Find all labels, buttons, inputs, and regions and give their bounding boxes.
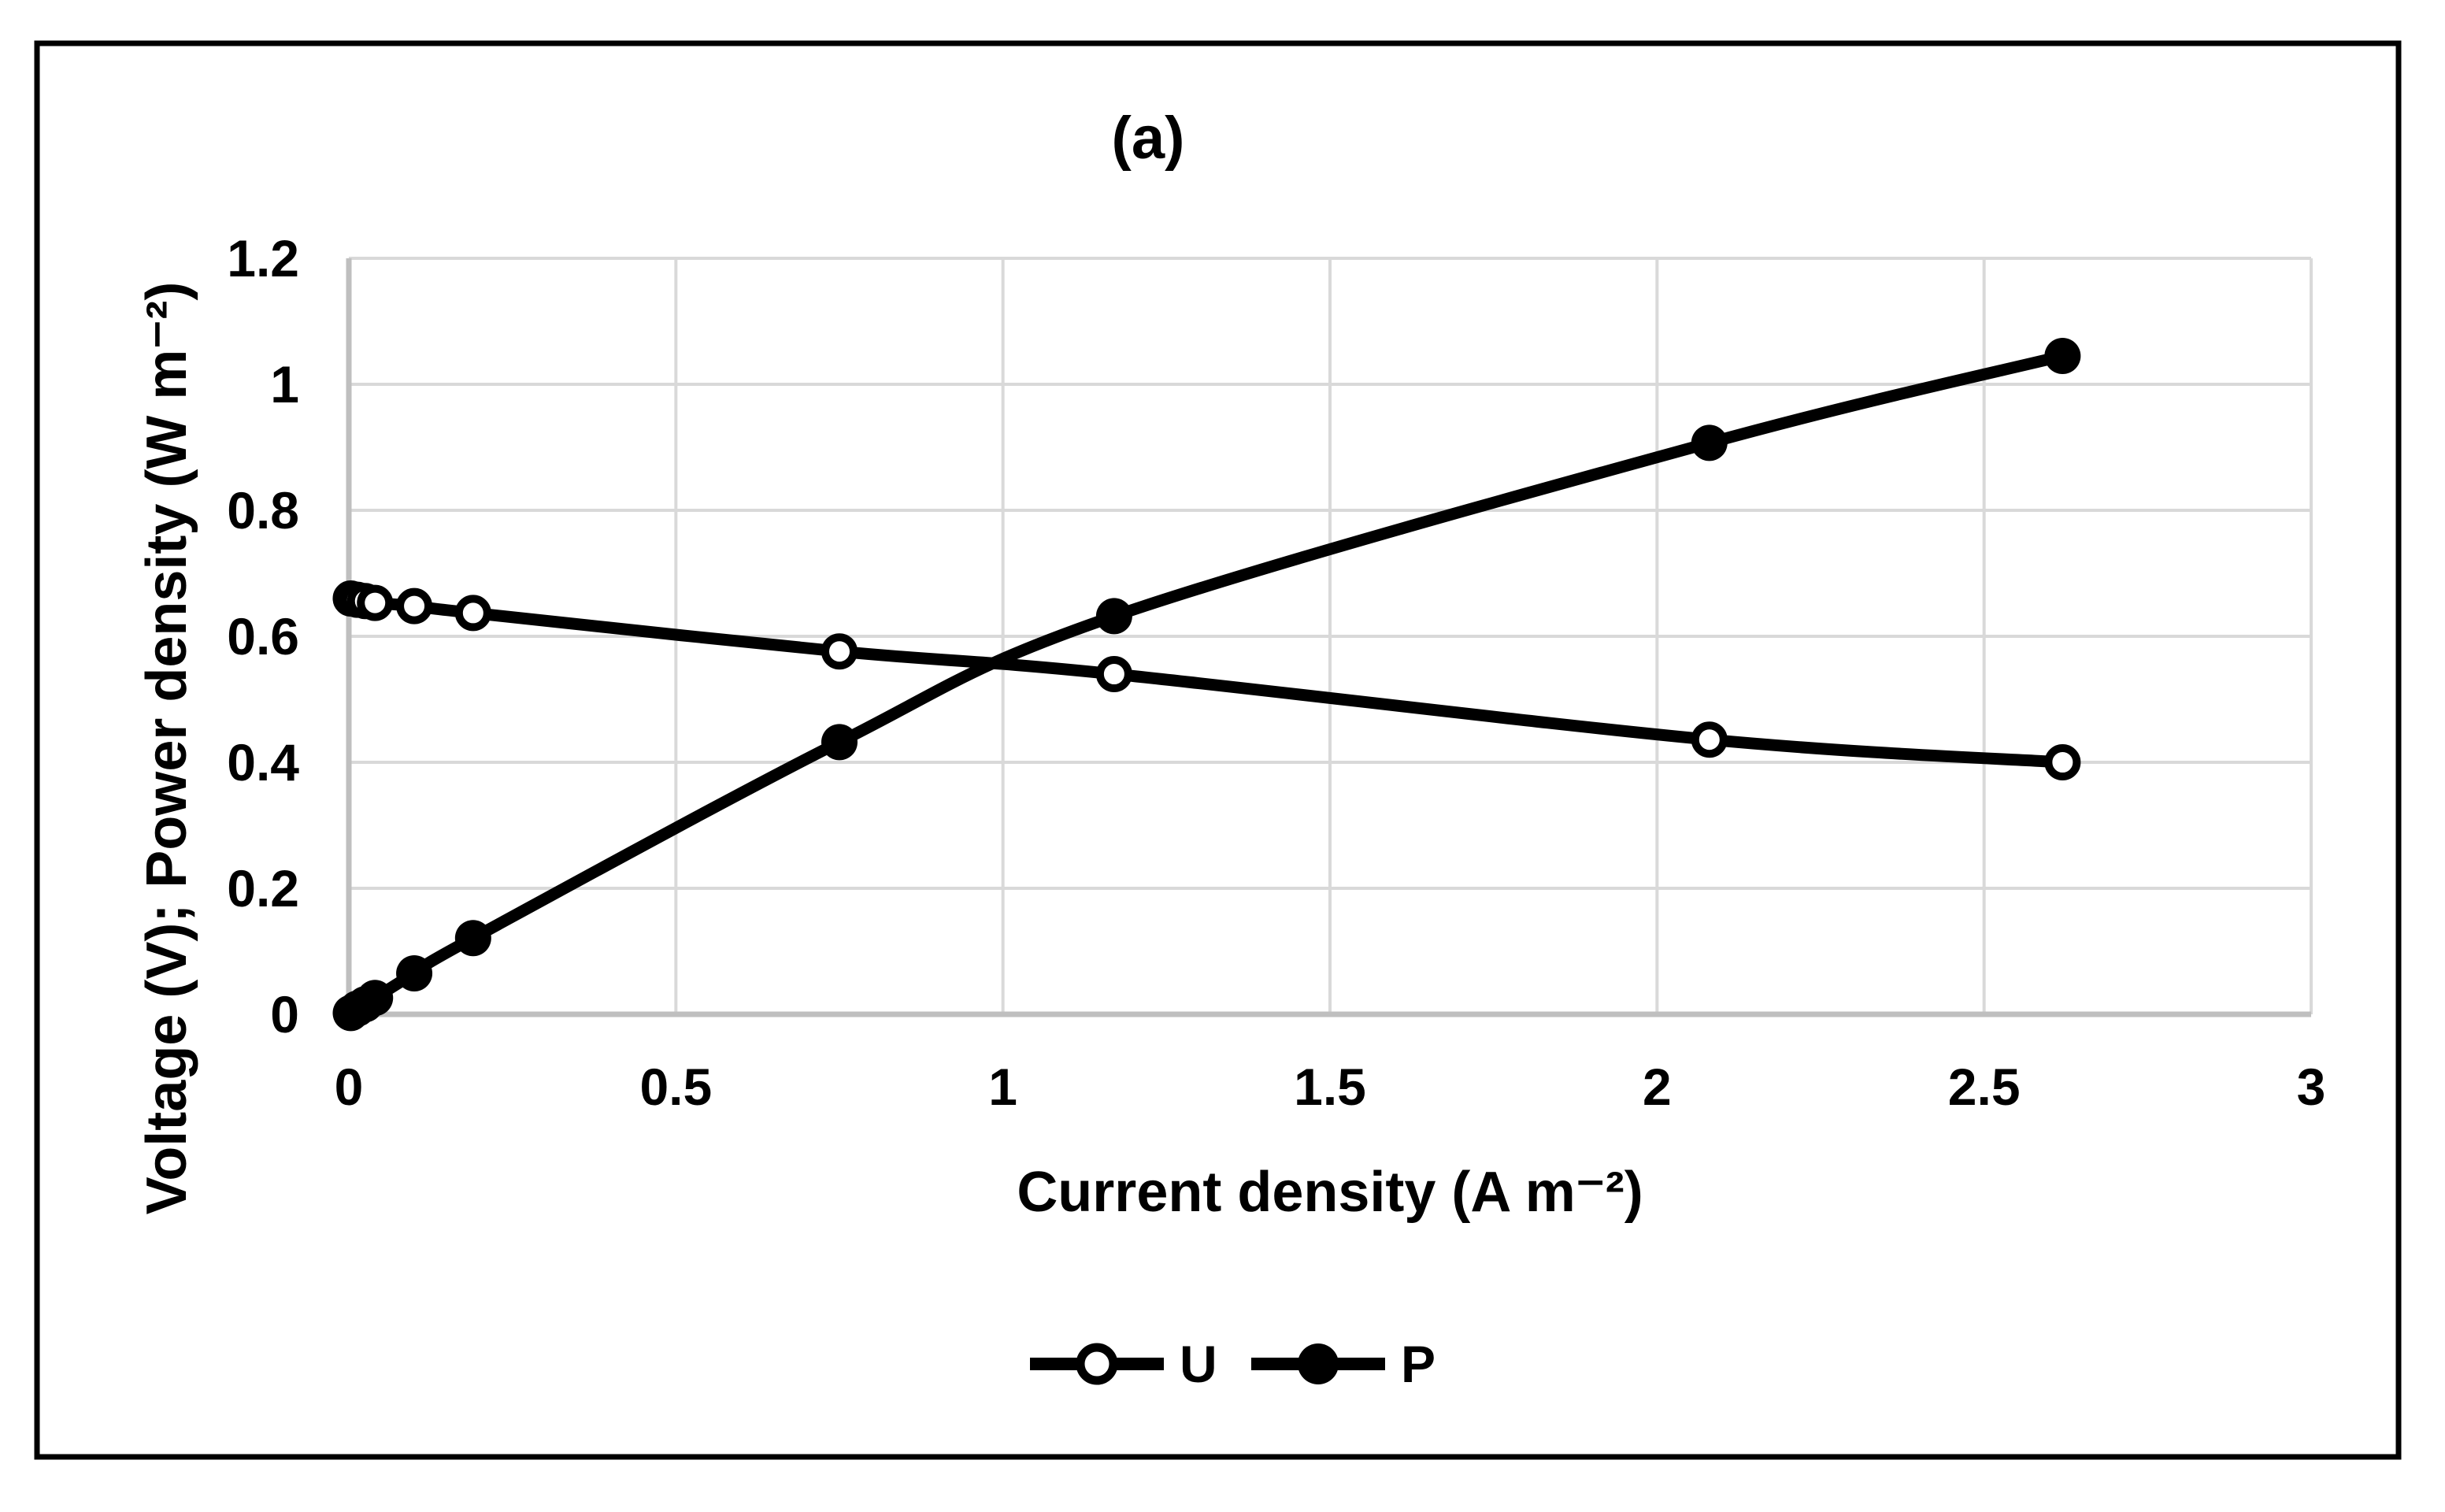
series-U-line: [344, 592, 2069, 769]
x-axis-title: Current density (A m⁻²): [1017, 1161, 1643, 1224]
legend-label-P: P: [1401, 1335, 1436, 1393]
legend-label-U: U: [1180, 1335, 1217, 1393]
x-tick-label-2: 1: [988, 1058, 1017, 1116]
x-tick-label-1: 0.5: [639, 1058, 712, 1116]
legend-marker-U: [1076, 1343, 1118, 1385]
figure-border: [34, 40, 2402, 1460]
y-tick-label-4: 0.8: [227, 481, 299, 539]
chart-title: (a): [1112, 105, 1185, 172]
marker-P-4: [396, 955, 433, 991]
marker-U-8: [1691, 721, 1728, 758]
y-tick-label-5: 1: [270, 355, 299, 413]
marker-U-3: [357, 584, 394, 621]
marker-P-3: [357, 980, 394, 1017]
y-tick-label-1: 0.2: [227, 859, 299, 917]
marker-P-7: [1095, 598, 1132, 635]
marker-P-6: [821, 724, 858, 761]
marker-U-6: [821, 633, 858, 670]
marker-U-7: [1095, 656, 1132, 692]
x-tick-label-0: 0: [335, 1058, 364, 1116]
marker-P-9: [2044, 338, 2081, 374]
x-tick-label-5: 2.5: [1948, 1058, 2021, 1116]
x-tick-label-6: 3: [2297, 1058, 2326, 1116]
marker-U-4: [396, 587, 433, 624]
y-tick-label-6: 1.2: [227, 229, 299, 287]
y-tick-label-2: 0.4: [227, 733, 299, 791]
x-tick-label-3: 1.5: [1294, 1058, 1366, 1116]
marker-P-5: [454, 920, 491, 957]
marker-U-9: [2044, 744, 2081, 780]
y-tick-label-3: 0.6: [227, 607, 299, 665]
y-axis-title: Voltage (V); Power density (W m⁻²): [135, 282, 198, 1215]
marker-U-5: [454, 595, 491, 632]
legend-marker-P: [1298, 1343, 1339, 1384]
y-tick-label-0: 0: [270, 985, 299, 1043]
marker-P-8: [1691, 424, 1728, 461]
x-tick-label-4: 2: [1643, 1058, 1672, 1116]
